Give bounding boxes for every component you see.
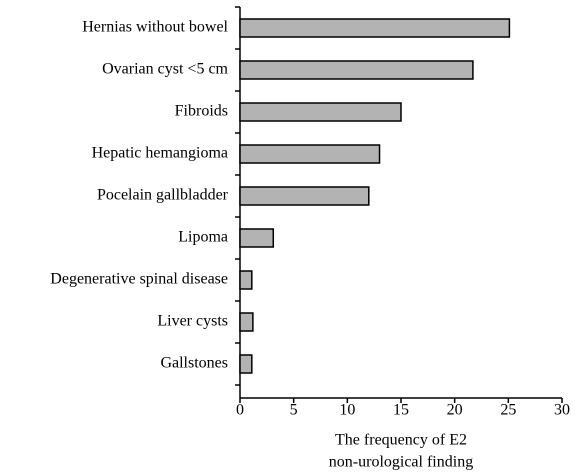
x-tick-label: 5 — [290, 402, 298, 419]
bar — [239, 354, 253, 374]
y-tick-label: Lipoma — [178, 229, 228, 246]
y-tick-label: Hepatic hemangioma — [92, 145, 228, 162]
x-axis-label: non-urological finding — [329, 454, 473, 471]
y-tick-label: Ovarian cyst <5 cm — [102, 61, 228, 78]
bar — [239, 312, 254, 332]
bar — [239, 102, 402, 122]
bar — [239, 60, 474, 80]
x-tick-label: 30 — [554, 402, 570, 419]
x-tick-label: 25 — [500, 402, 516, 419]
bar — [239, 18, 511, 38]
bar — [239, 144, 381, 164]
bar — [239, 228, 275, 248]
bar — [239, 186, 370, 206]
y-tick-label: Degenerative spinal disease — [50, 271, 228, 288]
x-axis-label: The frequency of E2 — [335, 432, 467, 449]
x-tick-label: 10 — [339, 402, 355, 419]
y-tick-label: Hernias without bowel — [82, 19, 228, 36]
y-tick-label: Liver cysts — [157, 313, 228, 330]
x-tick-label: 15 — [393, 402, 409, 419]
y-tick-label: Pocelain gallbladder — [97, 187, 229, 204]
y-tick-label: Fibroids — [175, 103, 228, 120]
bar — [239, 270, 253, 290]
x-tick-label: 20 — [447, 402, 463, 419]
y-tick-label: Gallstones — [160, 355, 228, 372]
x-tick-label: 0 — [236, 402, 244, 419]
